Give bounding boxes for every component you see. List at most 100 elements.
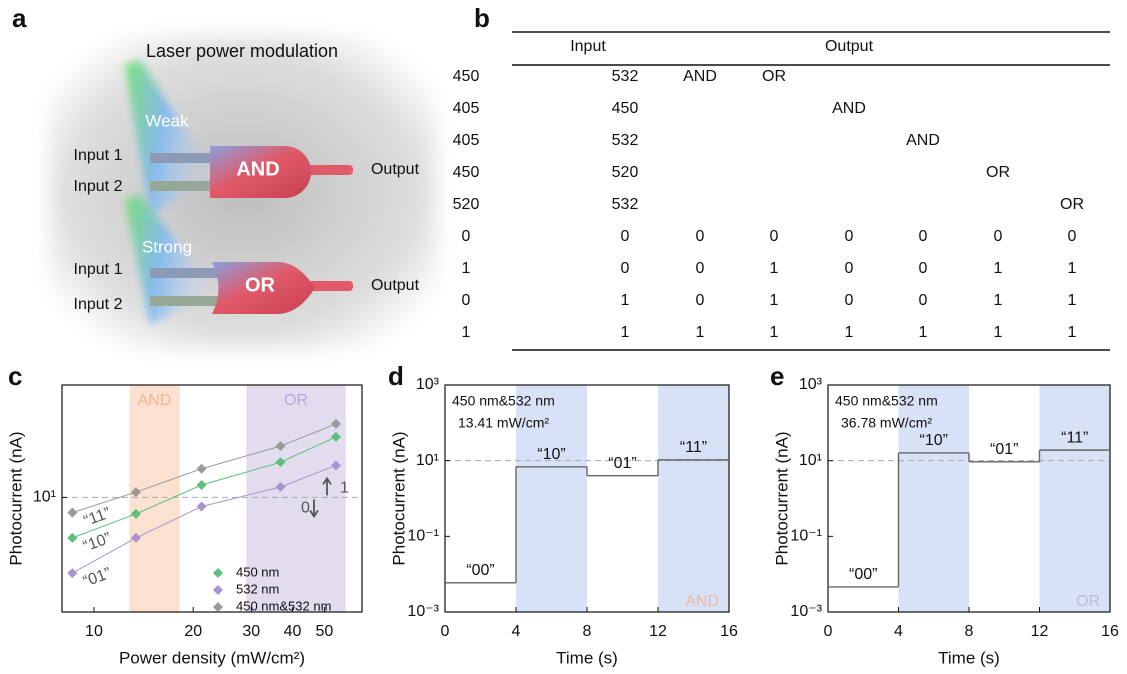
- table-cell: 532: [612, 68, 639, 85]
- x-tick-label: 16: [1101, 623, 1119, 640]
- or-gate: [212, 262, 315, 314]
- table-cell: 0: [462, 292, 471, 309]
- table-cell: 0: [1068, 228, 1077, 245]
- x-tick-label: 4: [894, 623, 903, 640]
- table-cell: 1: [621, 324, 630, 341]
- table-cell: 1: [621, 292, 630, 309]
- legend-marker: [213, 568, 223, 578]
- y-tick-label: 10¹: [416, 452, 439, 469]
- panel-label: c: [8, 361, 22, 391]
- table-cell: OR: [1060, 196, 1084, 213]
- table-cell: 520: [612, 164, 639, 181]
- gate-label: OR: [245, 274, 276, 296]
- point: [196, 501, 207, 512]
- table-cell: 1: [919, 324, 928, 341]
- y-tick-label: 10⁻³: [790, 603, 822, 620]
- y-tick-label: 10⁻¹: [790, 528, 822, 545]
- region-label: AND: [138, 392, 172, 409]
- curve-label: “01”: [81, 565, 114, 591]
- point: [130, 508, 141, 519]
- diagram-title: Laser power modulation: [146, 41, 338, 61]
- x-tick-label: 12: [1031, 623, 1049, 640]
- table-cell: 450: [453, 68, 480, 85]
- table-cell: 0: [696, 228, 705, 245]
- y-tick-label: 10¹: [33, 489, 56, 506]
- x-tick-label: 10: [85, 623, 103, 640]
- chart: 0 4 8 12 16 10⁻³ 10⁻¹ 10¹ 10³ Time (s) Photocurren…: [772, 376, 1119, 667]
- highlight: [658, 385, 729, 612]
- gate-label: AND: [236, 158, 279, 180]
- x-tick-label: 30: [242, 623, 260, 640]
- table-cell: 0: [845, 260, 854, 277]
- x-axis-label: Time (s): [938, 648, 1000, 667]
- annotation: 13.41 mW/cm²: [458, 415, 549, 431]
- x-tick-label: 20: [184, 623, 202, 640]
- wire: [150, 153, 220, 163]
- x-tick-label: 0: [441, 623, 450, 640]
- point: [130, 532, 141, 543]
- table-cell: 1: [462, 324, 471, 341]
- panel-label: b: [474, 3, 490, 33]
- table-cell: 1: [1068, 324, 1077, 341]
- table-cell: 0: [621, 228, 630, 245]
- annotation: 0: [301, 500, 310, 517]
- state-label: “01”: [608, 455, 636, 472]
- x-tick-label: 0: [824, 623, 833, 640]
- table-cell: 405: [453, 100, 480, 117]
- annotation: 1: [340, 480, 349, 497]
- table-cell: AND: [683, 68, 717, 85]
- wire: [305, 281, 353, 291]
- table-cell: AND: [906, 132, 940, 149]
- output-label: Output: [371, 277, 420, 294]
- x-tick-label: 40: [284, 623, 302, 640]
- legend-label: 532 nm: [236, 581, 279, 596]
- input-label: Input 2: [74, 178, 123, 195]
- panel-a: Laser power modulation Weak Input 1 Inpu…: [48, 35, 438, 350]
- highlight: [1039, 385, 1110, 612]
- annotation: 450 nm&532 nm: [835, 393, 938, 409]
- legend-label: 450 nm: [236, 564, 279, 579]
- point: [330, 431, 341, 442]
- input-label: Input 2: [74, 296, 123, 313]
- point: [330, 460, 341, 471]
- y-axis-label: Photocurrent (nA): [772, 431, 791, 565]
- table-cell: 450: [453, 164, 480, 181]
- y-axis-label: Photocurrent (nA): [6, 431, 25, 565]
- state-label: “00”: [466, 562, 494, 579]
- region: [246, 385, 346, 612]
- point: [67, 568, 78, 579]
- input-label: Input 1: [74, 261, 123, 278]
- arrow: [322, 476, 332, 496]
- and-gate: [210, 146, 311, 198]
- state-label: “11”: [680, 439, 707, 456]
- x-tick-label: 4: [512, 623, 521, 640]
- state-label: “01”: [990, 441, 1018, 458]
- table-cell: 532: [612, 196, 639, 213]
- legend-marker: [213, 602, 223, 612]
- point: [275, 481, 286, 492]
- annotation: 450 nm&532 nm: [452, 393, 555, 409]
- plot-frame: [61, 384, 363, 613]
- table-header: Output: [825, 38, 874, 55]
- y-tick-label: 10¹: [799, 452, 822, 469]
- wire: [150, 296, 220, 306]
- laser-beam: [125, 60, 215, 215]
- x-axis-label: Power density (mW/cm²): [119, 648, 305, 667]
- state-label: “00”: [849, 566, 877, 583]
- x-tick-label: 16: [720, 623, 738, 640]
- table-cell: 0: [845, 228, 854, 245]
- beam-label: Strong: [142, 237, 192, 256]
- table-cell: 532: [612, 132, 639, 149]
- chart: 0 4 8 12 16 10⁻³ 10⁻¹ 10¹ 10³ Time (s) Photocurren…: [389, 376, 738, 667]
- panel-label: a: [12, 3, 27, 33]
- gate-label: AND: [685, 593, 719, 610]
- curve-label: “10”: [81, 530, 114, 556]
- region-label: OR: [284, 392, 308, 409]
- input-label: Input 1: [74, 147, 123, 164]
- point: [130, 487, 141, 498]
- table-cell: 0: [770, 228, 779, 245]
- table-cell: 0: [919, 292, 928, 309]
- table-cell: 1: [1068, 292, 1077, 309]
- table-cell: 0: [845, 292, 854, 309]
